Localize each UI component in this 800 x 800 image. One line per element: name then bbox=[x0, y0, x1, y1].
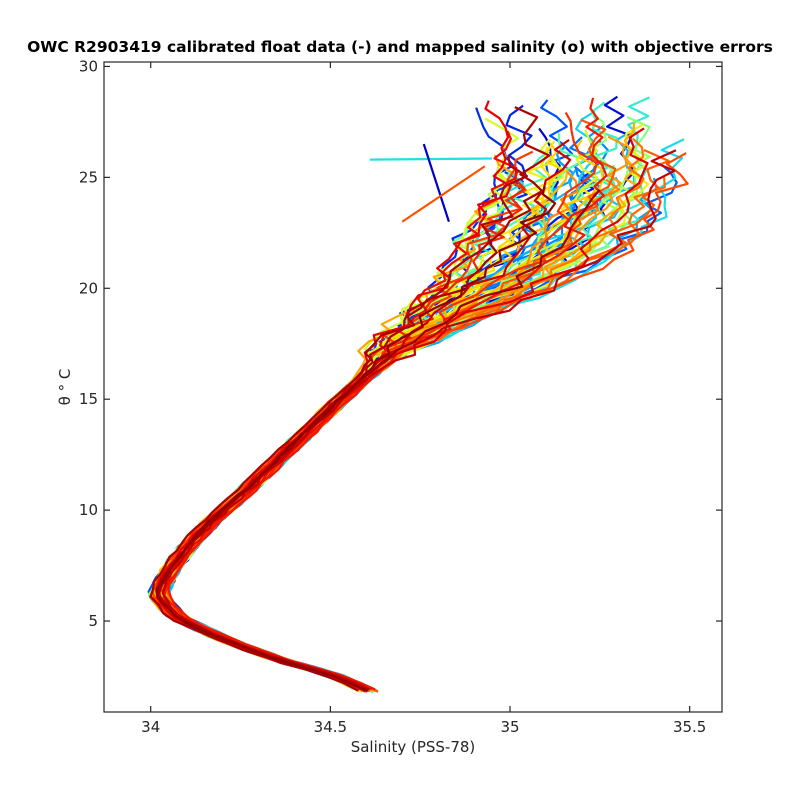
y-tick-label: 15 bbox=[79, 390, 98, 408]
y-tick-label: 20 bbox=[79, 279, 98, 297]
profile-segment bbox=[401, 165, 486, 223]
x-tick-label: 35 bbox=[500, 718, 519, 736]
chart-title: OWC R2903419 calibrated float data (-) a… bbox=[27, 38, 773, 56]
x-tick-label: 35.5 bbox=[673, 718, 706, 736]
y-tick-label: 25 bbox=[79, 168, 98, 186]
y-axis: 5 10 15 20 25 30 bbox=[79, 57, 722, 630]
plot-frame bbox=[103, 61, 723, 713]
y-tick-label: 10 bbox=[79, 501, 98, 519]
x-axis-label: Salinity (PSS-78) bbox=[351, 738, 476, 756]
profile-line bbox=[155, 185, 557, 692]
x-tick-label: 34.5 bbox=[314, 718, 347, 736]
profile-line bbox=[167, 97, 608, 691]
profiles-layer bbox=[147, 95, 689, 693]
plot-background bbox=[104, 62, 722, 712]
profile-segment bbox=[422, 143, 450, 223]
plot-area bbox=[103, 61, 723, 713]
x-tick-label: 34 bbox=[141, 718, 160, 736]
profile-segment bbox=[369, 157, 493, 161]
profile-line bbox=[149, 106, 551, 692]
x-axis: 34 34.5 35 35.5 bbox=[141, 62, 706, 736]
y-tick-label: 5 bbox=[88, 612, 98, 630]
y-tick-label: 30 bbox=[79, 57, 98, 75]
profile-line bbox=[161, 149, 677, 691]
y-axis-label: θ ° C bbox=[56, 369, 74, 406]
